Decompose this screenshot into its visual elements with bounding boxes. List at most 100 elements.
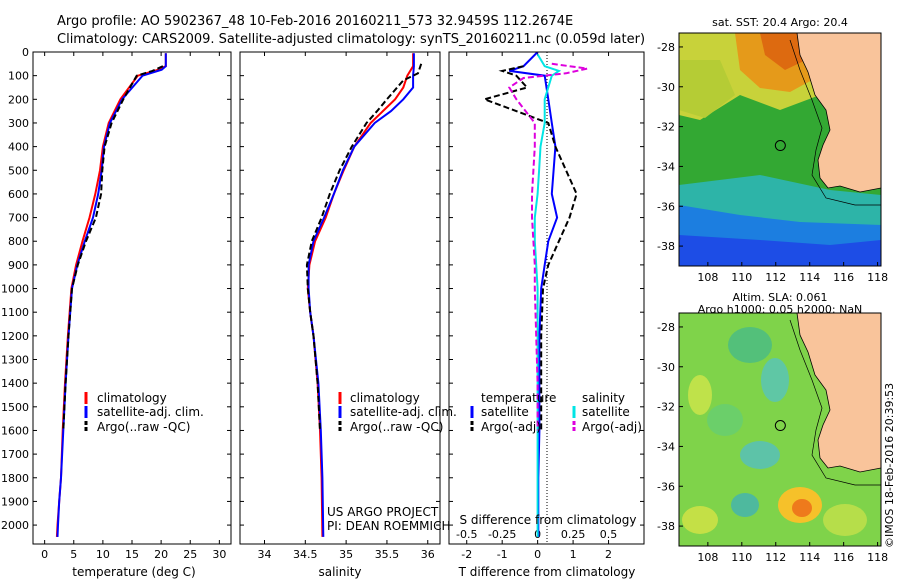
x-tick-label: 1 xyxy=(570,548,577,561)
x-tick-label: 34 xyxy=(257,548,271,561)
s-tick-label: -0.25 xyxy=(488,528,516,541)
depth-tick-label: 200 xyxy=(8,93,29,106)
diff-legend-title-salinity: salinity xyxy=(582,391,625,405)
temperature-panel-series-1 xyxy=(56,53,167,537)
difference-x-ticks: -2 -1 0 1 2 xyxy=(461,52,612,561)
difference-series-2 xyxy=(533,53,562,537)
depth-tick-label: 0 xyxy=(22,46,29,59)
sal-legend-label-climatology: climatology xyxy=(350,391,420,405)
lon-tick-label: 116 xyxy=(833,271,854,284)
sla-argo-marker xyxy=(774,420,786,432)
sal-legend-label-argo: Argo(..raw -QC) xyxy=(350,420,443,434)
lon-tick-label: 110 xyxy=(731,551,752,564)
figure-title-line2: Climatology: CARS2009. Satellite-adjuste… xyxy=(57,32,645,47)
salinity-axes-box xyxy=(239,51,441,545)
depth-tick-label: 600 xyxy=(8,188,29,201)
depth-tick-label: 400 xyxy=(8,141,29,154)
difference-panel: -2 -1 0 1 2 -0.5 -0.25 0 0.25 0.5 T difference f… xyxy=(448,51,645,579)
diff-legend-title-temperature: temperature xyxy=(481,391,556,405)
x-tick-label: 2 xyxy=(605,548,612,561)
x-tick-label: 30 xyxy=(212,548,226,561)
depth-tick-label: 1600 xyxy=(1,424,29,437)
depth-tick-label: 500 xyxy=(8,164,29,177)
lat-tick-label: -34 xyxy=(657,440,675,453)
x-tick-label: 36 xyxy=(421,548,435,561)
sst-yellow-region xyxy=(679,60,735,118)
difference-s-ticks: -0.5 -0.25 0 0.25 0.5 xyxy=(456,528,617,541)
diff-legend-label-s-satellite: satellite xyxy=(582,405,630,419)
diff-legend-label-t-satellite: satellite xyxy=(481,405,529,419)
sla-coastal-shelf xyxy=(789,319,881,486)
x-tick-label: -1 xyxy=(497,548,508,561)
lon-tick-label: 114 xyxy=(799,271,820,284)
x-tick-label: 35 xyxy=(339,548,353,561)
lat-tick-label: -36 xyxy=(657,480,675,493)
salinity-panel-series-1 xyxy=(307,53,415,537)
lat-tick-label: -32 xyxy=(657,121,675,134)
diff-legend-label-s-argo: Argo(-adj) xyxy=(582,420,642,434)
sla-map: Altim. SLA: 0.061 Argo h1000: 0.05 h2000… xyxy=(657,291,888,564)
depth-tick-label: 300 xyxy=(8,117,29,130)
sla-map-frame xyxy=(678,312,882,547)
sla-blob-2 xyxy=(761,358,789,402)
sla-blob-9 xyxy=(731,493,759,517)
depth-tick-label: 1200 xyxy=(1,330,29,343)
sst-argo-marker xyxy=(774,140,786,152)
lon-tick-label: 118 xyxy=(867,271,888,284)
x-tick-label: 15 xyxy=(125,548,139,561)
sla-blob-10 xyxy=(823,504,867,536)
depth-tick-label: 800 xyxy=(8,235,29,248)
temperature-legend: climatology satellite-adj. clim. Argo(..… xyxy=(84,391,204,434)
depth-tick-label: 1500 xyxy=(1,401,29,414)
x-tick-label: -2 xyxy=(461,548,472,561)
x-tick-label: 20 xyxy=(154,548,168,561)
lon-tick-label: 110 xyxy=(731,271,752,284)
depth-tick-label: 1400 xyxy=(1,377,29,390)
depth-tick-label: 700 xyxy=(8,212,29,225)
x-tick-label: 0 xyxy=(41,548,48,561)
depth-tick-label: 100 xyxy=(8,70,29,83)
sla-map-title-line1: Altim. SLA: 0.061 xyxy=(732,291,827,304)
imos-credit: ©IMOS 18-Feb-2016 20:39:53 xyxy=(883,383,896,548)
depth-tick-label: 1700 xyxy=(1,448,29,461)
sst-map-frame xyxy=(678,32,882,267)
depth-tick-label: 1900 xyxy=(1,495,29,508)
lon-tick-label: 112 xyxy=(765,551,786,564)
lon-tick-label: 118 xyxy=(867,551,888,564)
depth-tick-label: 2000 xyxy=(1,519,29,532)
x-tick-label: 5 xyxy=(70,548,77,561)
lon-tick-label: 116 xyxy=(833,551,854,564)
lon-tick-label: 108 xyxy=(697,551,718,564)
difference-xlabel: T difference from climatology xyxy=(458,565,636,579)
x-tick-label: 0 xyxy=(534,548,541,561)
depth-tick-label: 1000 xyxy=(1,283,29,296)
sst-map-title: sat. SST: 20.4 Argo: 20.4 xyxy=(712,16,848,29)
salinity-panel-series-0 xyxy=(306,53,415,537)
diff-legend-label-t-argo: Argo(-adj) xyxy=(481,420,541,434)
sst-coastal-shelf xyxy=(789,39,881,206)
sla-map-lon-ticks: 108 110 112 114 116 118 xyxy=(697,542,888,564)
x-tick-label: 35.5 xyxy=(375,548,400,561)
project-annotation: US ARGO PROJECT xyxy=(327,505,439,519)
sla-blob-3 xyxy=(707,404,743,436)
sal-legend-label-satellite: satellite-adj. clim. xyxy=(350,405,457,419)
temp-legend-label-satellite: satellite-adj. clim. xyxy=(97,405,204,419)
sst-hot-core xyxy=(760,33,806,70)
lon-tick-label: 114 xyxy=(799,551,820,564)
lat-tick-label: -28 xyxy=(657,321,675,334)
difference-depth-ticks xyxy=(449,51,644,526)
lat-tick-label: -36 xyxy=(657,200,675,213)
difference-axes-box xyxy=(448,51,645,545)
lat-tick-label: -34 xyxy=(657,160,675,173)
lon-tick-label: 108 xyxy=(697,271,718,284)
salinity-xlabel: salinity xyxy=(318,565,361,579)
x-tick-label: 34.5 xyxy=(293,548,318,561)
sla-blob-4 xyxy=(688,375,712,415)
temp-legend-label-climatology: climatology xyxy=(97,391,167,405)
sla-land xyxy=(796,313,881,473)
difference-series-3 xyxy=(507,62,588,431)
depth-tick-label: 1800 xyxy=(1,472,29,485)
difference-series-1 xyxy=(481,65,578,431)
sla-blob-7 xyxy=(792,499,812,517)
sla-blob-8 xyxy=(682,506,718,534)
